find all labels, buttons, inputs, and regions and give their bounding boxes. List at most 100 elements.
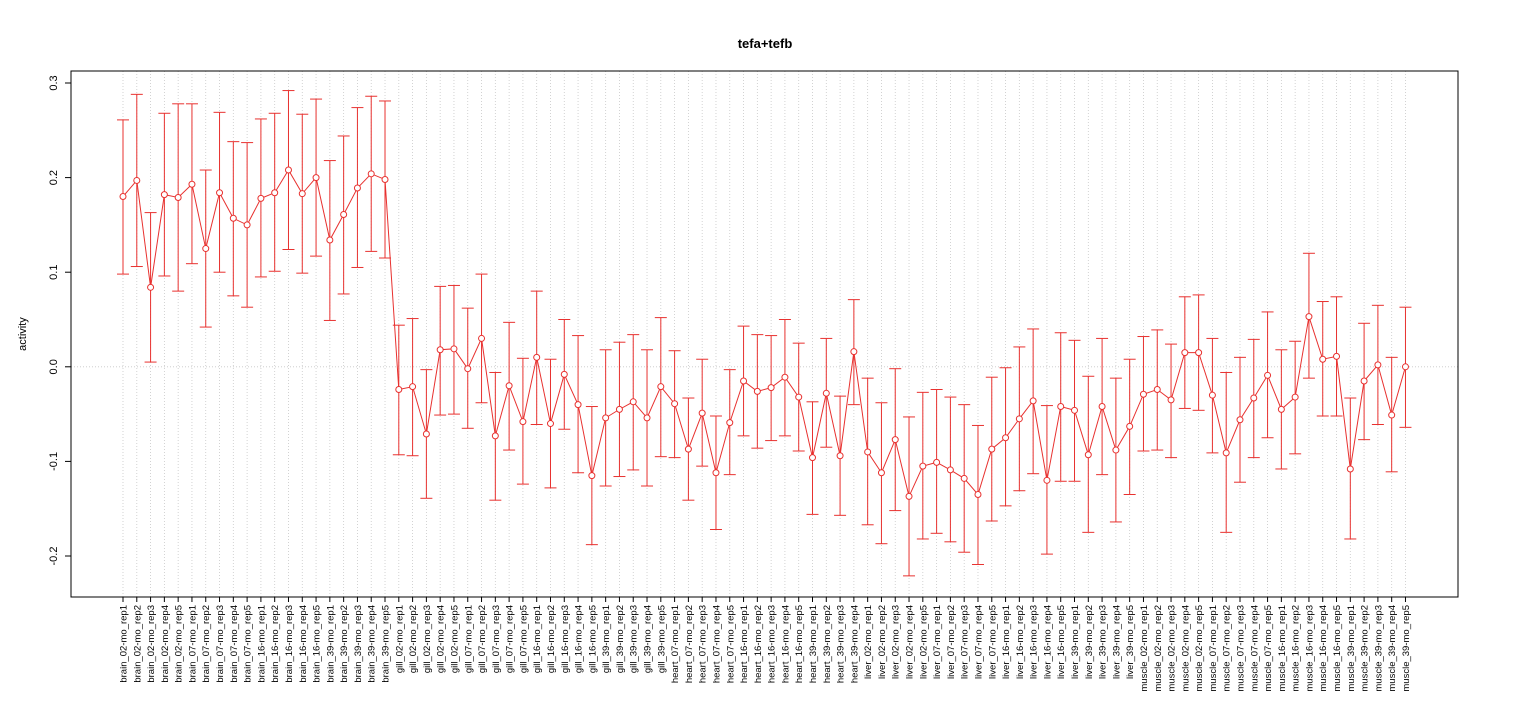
data-point — [836, 452, 844, 460]
x-tick-label: muscle_39-mo_rep3 — [1373, 605, 1384, 692]
x-tick-label: muscle_07-mo_rep4 — [1249, 605, 1260, 692]
plot-frame — [70, 70, 1459, 598]
data-point — [519, 418, 527, 426]
data-point — [1333, 352, 1341, 360]
data-point — [850, 348, 858, 356]
x-tick-label: brain_07-mo_rep4 — [229, 605, 240, 683]
x-tick-label: muscle_16-mo_rep2 — [1291, 605, 1302, 692]
data-point — [767, 384, 775, 392]
x-tick-label: brain_39-mo_rep2 — [339, 605, 350, 683]
series-line — [122, 169, 1406, 498]
x-tick-label: muscle_07-mo_rep2 — [1222, 605, 1233, 692]
data-point — [657, 383, 665, 391]
x-tick-label: gill_16-mo_rep4 — [574, 605, 585, 673]
data-point — [822, 389, 830, 397]
x-tick-label: liver_07-mo_rep1 — [932, 605, 943, 679]
data-point — [450, 345, 458, 353]
data-point — [1319, 355, 1327, 363]
x-tick-label: liver_07-mo_rep3 — [960, 605, 971, 679]
data-point — [505, 382, 513, 390]
x-tick-label: liver_02-mo_rep1 — [863, 605, 874, 679]
x-tick-label: brain_02-mo_rep2 — [132, 605, 143, 683]
data-point — [478, 334, 486, 342]
x-tick-label: heart_39-mo_rep3 — [836, 605, 847, 683]
x-tick-label: muscle_02-mo_rep2 — [1153, 605, 1164, 692]
data-point — [243, 221, 251, 229]
x-tick-label: liver_16-mo_rep2 — [1015, 605, 1026, 679]
x-tick-label: gill_02-mo_rep3 — [422, 605, 433, 673]
data-point — [464, 365, 472, 373]
data-point — [1222, 449, 1230, 457]
x-tick-label: gill_07-mo_rep3 — [491, 605, 502, 673]
data-point — [436, 346, 444, 354]
x-tick-label: muscle_39-mo_rep2 — [1360, 605, 1371, 692]
chart-title: tefa+tefb — [738, 36, 793, 51]
data-point — [147, 283, 155, 291]
x-tick-label: liver_16-mo_rep5 — [1056, 605, 1067, 679]
x-tick-label: brain_16-mo_rep2 — [270, 605, 281, 683]
x-tick-label: heart_07-mo_rep1 — [670, 605, 681, 683]
x-tick-label: brain_39-mo_rep4 — [367, 605, 378, 683]
x-tick-label: liver_02-mo_rep2 — [877, 605, 888, 679]
x-tick-label: heart_07-mo_rep3 — [698, 605, 709, 683]
x-tick-label: brain_07-mo_rep1 — [187, 605, 198, 683]
x-tick-label: gill_07-mo_rep4 — [505, 605, 516, 673]
data-point — [1360, 377, 1368, 385]
data-point — [781, 373, 789, 381]
x-tick-label: heart_07-mo_rep2 — [684, 605, 695, 683]
data-point — [1167, 396, 1175, 404]
x-tick-label: liver_39-mo_rep5 — [1125, 605, 1136, 679]
x-tick-label: gill_16-mo_rep2 — [546, 605, 557, 673]
data-point — [726, 419, 734, 427]
data-point — [546, 420, 554, 428]
data-point — [698, 409, 706, 417]
data-point — [1195, 349, 1203, 357]
x-tick-label: brain_07-mo_rep5 — [243, 605, 254, 683]
data-point — [271, 189, 279, 197]
x-tick-label: brain_39-mo_rep5 — [381, 605, 392, 683]
x-tick-label: muscle_07-mo_rep1 — [1208, 605, 1219, 692]
x-tick-label: heart_16-mo_rep3 — [767, 605, 778, 683]
x-tick-label: heart_16-mo_rep5 — [794, 605, 805, 683]
x-tick-label: brain_16-mo_rep3 — [284, 605, 295, 683]
data-point — [1208, 391, 1216, 399]
data-point — [933, 458, 941, 466]
data-point — [1181, 349, 1189, 357]
x-tick-label: gill_39-mo_rep2 — [615, 605, 626, 673]
x-tick-label: muscle_16-mo_rep3 — [1304, 605, 1315, 692]
data-point — [905, 492, 913, 500]
x-tick-label: gill_39-mo_rep3 — [629, 605, 640, 673]
data-point — [174, 193, 182, 201]
x-tick-label: heart_07-mo_rep5 — [725, 605, 736, 683]
y-tick-label: 0.0 — [48, 359, 60, 374]
data-point — [1002, 434, 1010, 442]
data-point — [1084, 451, 1092, 459]
x-tick-label: liver_16-mo_rep3 — [1029, 605, 1040, 679]
x-tick-label: muscle_02-mo_rep4 — [1180, 605, 1191, 692]
data-point — [422, 430, 430, 438]
data-point — [1277, 405, 1285, 413]
x-tick-label: muscle_16-mo_rep1 — [1277, 605, 1288, 692]
data-point — [560, 370, 568, 378]
x-tick-label: heart_39-mo_rep4 — [849, 605, 860, 683]
data-point — [574, 401, 582, 409]
data-point — [602, 414, 610, 422]
x-tick-label: liver_07-mo_rep5 — [987, 605, 998, 679]
x-tick-label: liver_07-mo_rep2 — [946, 605, 957, 679]
data-point — [1029, 397, 1037, 405]
data-point — [877, 469, 885, 477]
data-point — [533, 353, 541, 361]
y-tick-label: -0.2 — [48, 547, 60, 566]
x-tick-label: liver_39-mo_rep3 — [1098, 605, 1109, 679]
x-tick-label: muscle_39-mo_rep5 — [1401, 605, 1412, 692]
x-tick-label: gill_39-mo_rep5 — [656, 605, 667, 673]
data-point — [1401, 363, 1409, 371]
x-tick-label: muscle_02-mo_rep1 — [1139, 605, 1150, 692]
x-tick-label: brain_02-mo_rep4 — [160, 605, 171, 683]
x-tick-label: heart_39-mo_rep2 — [822, 605, 833, 683]
x-tick-label: brain_39-mo_rep1 — [325, 605, 336, 683]
data-point — [229, 214, 237, 222]
x-tick-label: muscle_16-mo_rep4 — [1318, 605, 1329, 692]
x-tick-label: muscle_16-mo_rep5 — [1332, 605, 1343, 692]
data-point — [1071, 406, 1079, 414]
